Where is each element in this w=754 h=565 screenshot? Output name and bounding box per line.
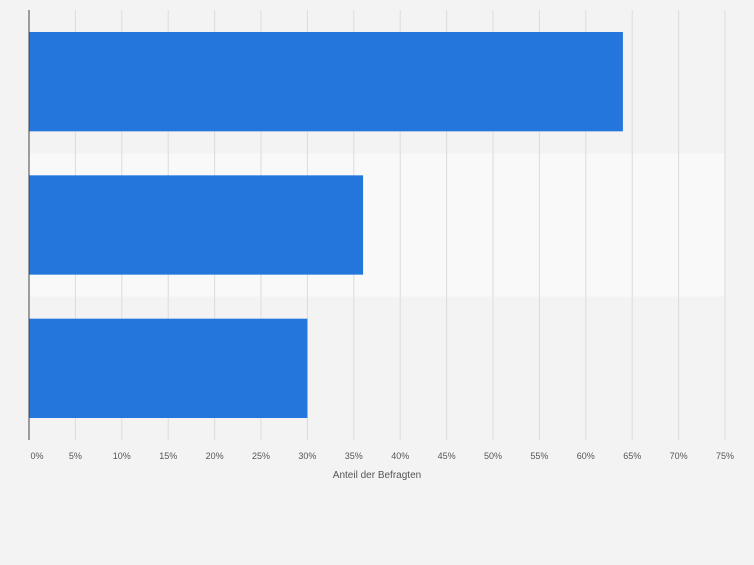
bar bbox=[29, 175, 364, 275]
x-tick-label: 25% bbox=[252, 451, 270, 461]
x-tick-label: 75% bbox=[716, 451, 734, 461]
x-tick-label: 15% bbox=[159, 451, 177, 461]
bar bbox=[29, 318, 308, 418]
x-tick-label: 5% bbox=[69, 451, 82, 461]
bars-group bbox=[29, 32, 623, 418]
x-tick-label: 30% bbox=[298, 451, 316, 461]
bar bbox=[29, 32, 623, 132]
x-tick-label: 70% bbox=[670, 451, 688, 461]
x-tick-label: 0% bbox=[30, 451, 43, 461]
x-tick-label: 35% bbox=[345, 451, 363, 461]
x-tick-label: 60% bbox=[577, 451, 595, 461]
x-tick-label: 20% bbox=[206, 451, 224, 461]
x-tick-label: 40% bbox=[391, 451, 409, 461]
x-tick-label: 55% bbox=[530, 451, 548, 461]
x-tick-label: 45% bbox=[438, 451, 456, 461]
x-axis-title: Anteil der Befragten bbox=[333, 470, 421, 481]
x-tick-label: 50% bbox=[484, 451, 502, 461]
x-tick-labels: 0% 5% 10% 15% 20% 25% 30% 35% 40% 45% 50% 55% 60% 65%… bbox=[30, 451, 734, 461]
x-tick-label: 10% bbox=[113, 451, 131, 461]
x-tick-label: 65% bbox=[623, 451, 641, 461]
